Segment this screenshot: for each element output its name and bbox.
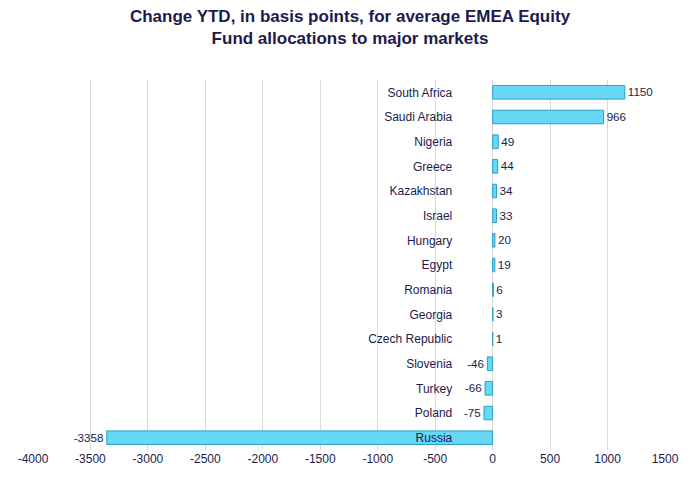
svg-text:Slovenia: Slovenia xyxy=(406,357,452,371)
svg-text:Georgia: Georgia xyxy=(410,308,453,322)
svg-text:-2500: -2500 xyxy=(190,452,221,466)
svg-text:966: 966 xyxy=(607,110,626,123)
svg-text:South Africa: South Africa xyxy=(388,86,453,100)
svg-text:Change YTD, in basis points, f: Change YTD, in basis points, for average… xyxy=(130,7,571,48)
svg-text:Romania: Romania xyxy=(404,283,452,297)
svg-text:Nigeria: Nigeria xyxy=(414,135,452,149)
svg-text:-500: -500 xyxy=(423,452,447,466)
svg-text:Israel: Israel xyxy=(423,209,452,223)
svg-text:49: 49 xyxy=(501,135,514,148)
svg-text:Poland: Poland xyxy=(415,406,452,420)
svg-text:Saudi Arabia: Saudi Arabia xyxy=(384,110,452,124)
svg-text:-1000: -1000 xyxy=(362,452,393,466)
svg-text:500: 500 xyxy=(540,452,560,466)
svg-text:-66: -66 xyxy=(465,381,482,394)
svg-text:6: 6 xyxy=(496,283,502,296)
svg-text:-46: -46 xyxy=(467,357,484,370)
svg-text:20: 20 xyxy=(498,233,511,246)
svg-text:33: 33 xyxy=(499,209,512,222)
svg-text:1150: 1150 xyxy=(628,85,654,98)
svg-text:3: 3 xyxy=(496,307,502,320)
svg-text:44: 44 xyxy=(501,159,514,172)
svg-text:1: 1 xyxy=(496,332,502,345)
svg-text:Czech Republic: Czech Republic xyxy=(368,332,452,346)
svg-text:0: 0 xyxy=(489,452,496,466)
svg-text:-4000: -4000 xyxy=(18,452,49,466)
svg-text:-3500: -3500 xyxy=(75,452,106,466)
svg-text:1000: 1000 xyxy=(594,452,621,466)
svg-text:19: 19 xyxy=(498,258,511,271)
svg-text:-3000: -3000 xyxy=(133,452,164,466)
svg-text:Russia: Russia xyxy=(416,431,453,445)
svg-text:Greece: Greece xyxy=(413,160,453,174)
svg-text:Egypt: Egypt xyxy=(422,258,453,272)
svg-text:-2000: -2000 xyxy=(247,452,278,466)
svg-text:Kazakhstan: Kazakhstan xyxy=(390,184,453,198)
svg-text:Turkey: Turkey xyxy=(416,382,452,396)
svg-text:1500: 1500 xyxy=(652,452,679,466)
svg-text:-75: -75 xyxy=(464,406,481,419)
svg-text:-3358: -3358 xyxy=(74,431,104,444)
svg-text:Hungary: Hungary xyxy=(407,234,452,248)
svg-text:-1500: -1500 xyxy=(305,452,336,466)
svg-text:34: 34 xyxy=(500,184,513,197)
